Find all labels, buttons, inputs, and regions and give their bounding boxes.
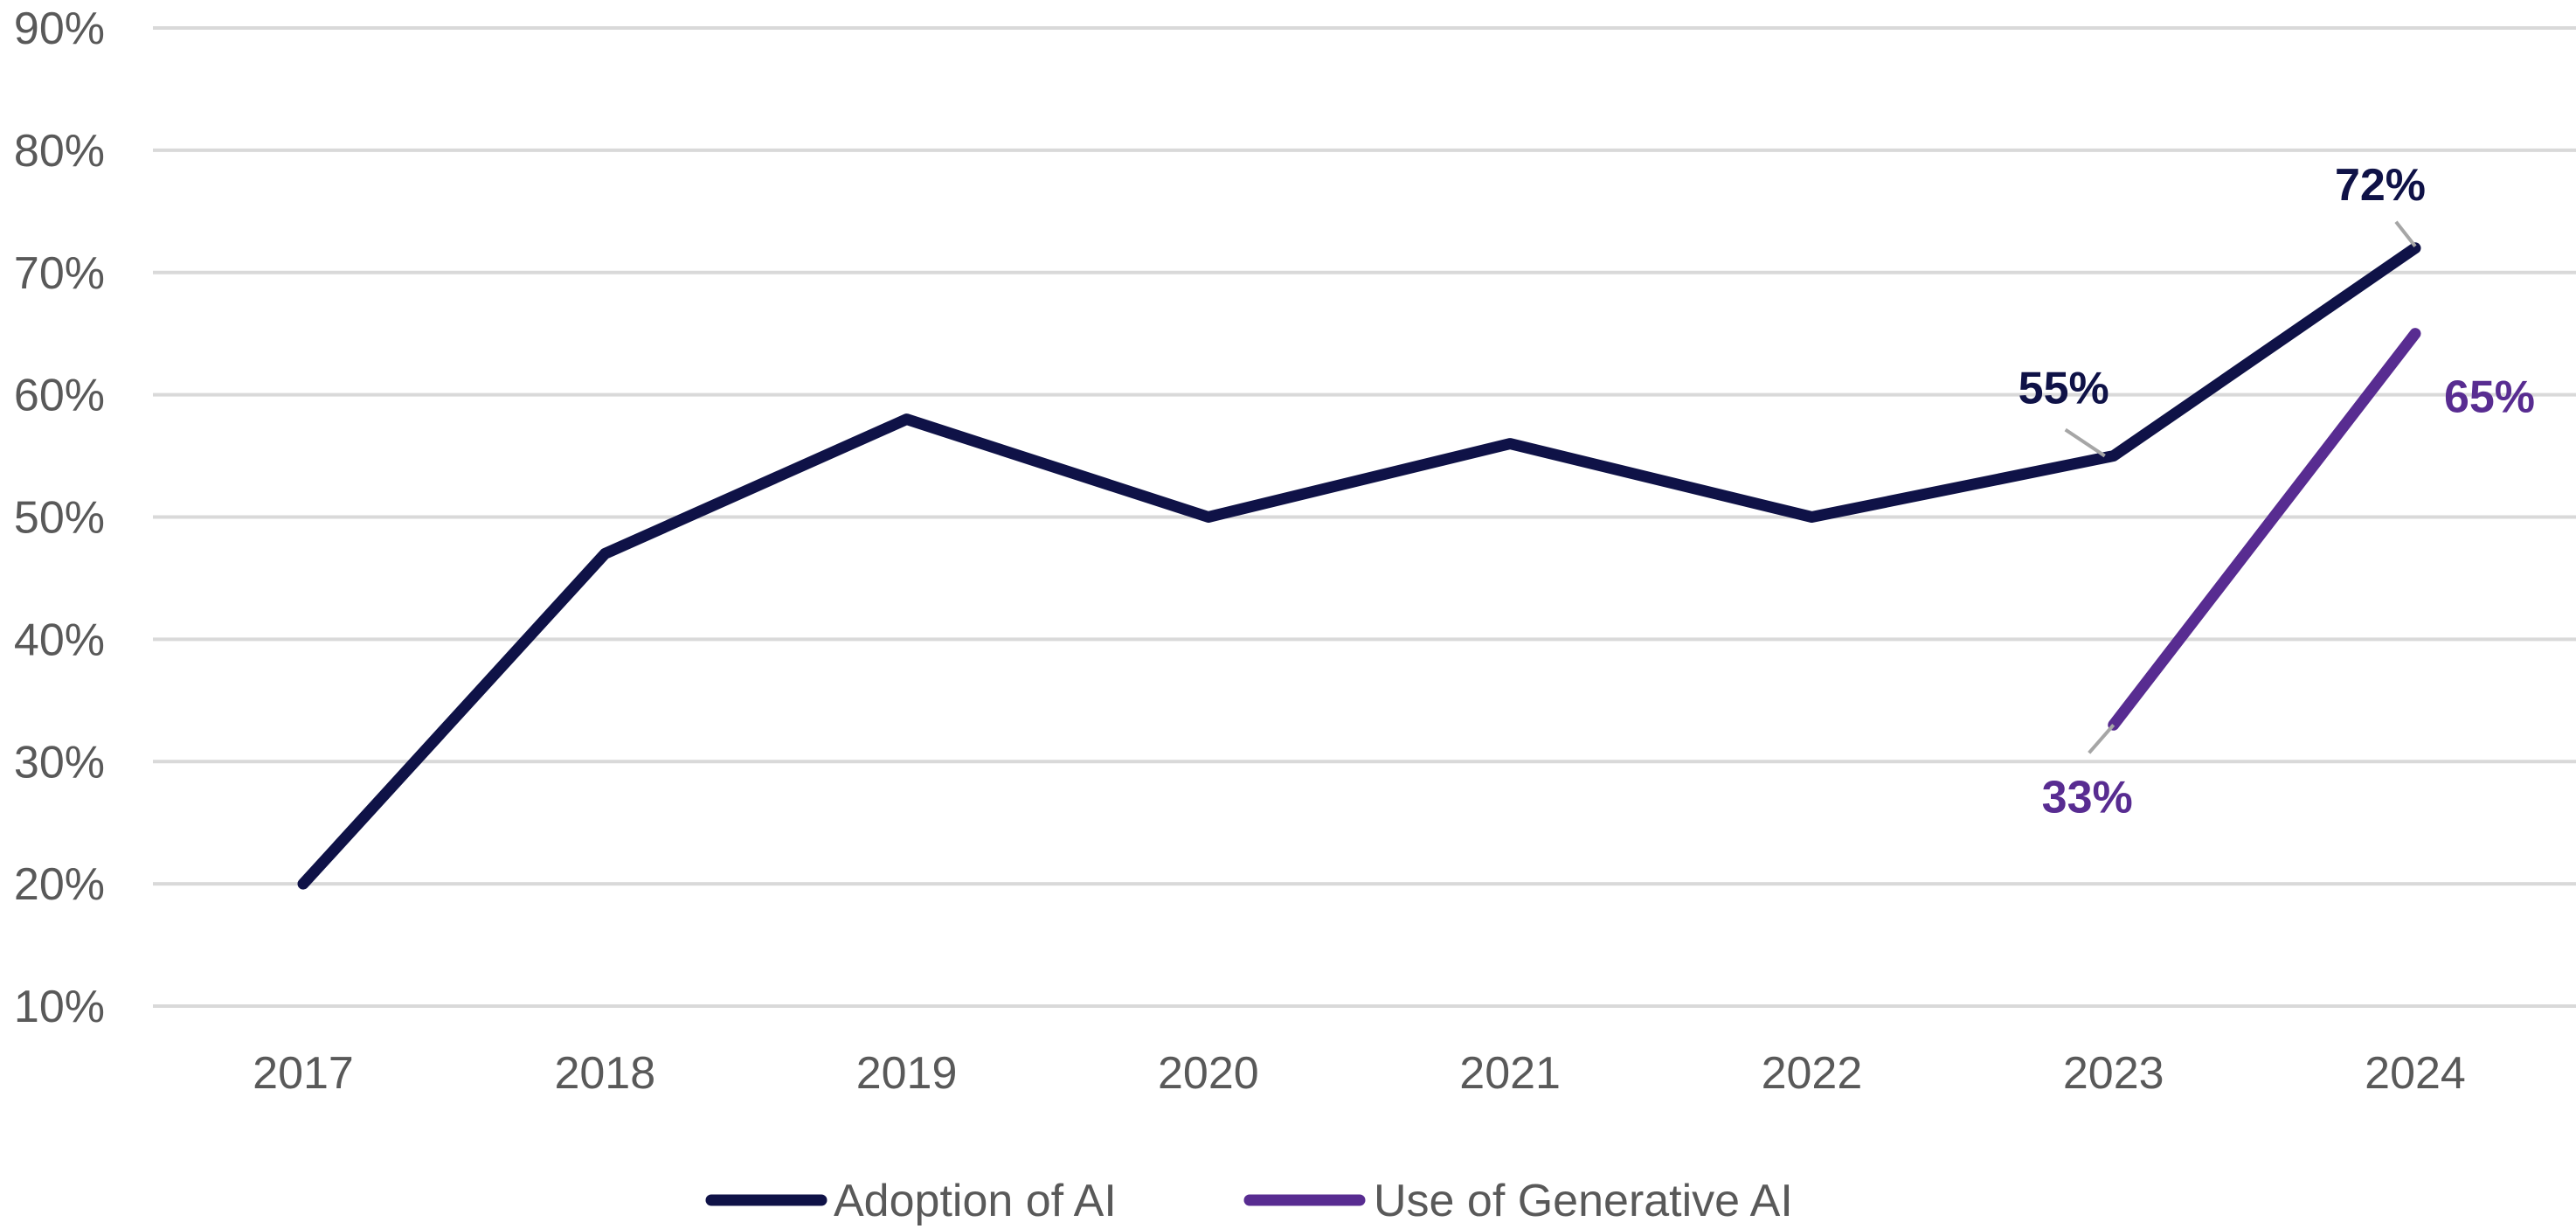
leader-line (2064, 427, 2106, 458)
data-label: 55% (2019, 364, 2109, 414)
y-tick-label: 80% (14, 126, 105, 177)
legend-label: Adoption of AI (834, 1176, 1117, 1226)
legend-label: Use of Generative AI (1374, 1176, 1793, 1226)
x-tick-label: 2018 (554, 1048, 655, 1099)
y-tick-label: 90% (14, 3, 105, 54)
data-labels: 55% 72% 33% 65% (2019, 160, 2535, 823)
legend: Adoption of AI Use of Generative AI (705, 1176, 1793, 1226)
leader-lines (2064, 220, 2417, 754)
x-tick-label: 2023 (2063, 1048, 2164, 1099)
y-tick-label: 40% (14, 614, 105, 665)
y-tick-label: 30% (14, 737, 105, 788)
data-label: 65% (2444, 372, 2535, 423)
series-line-1 (297, 242, 2421, 890)
x-tick-label: 2021 (1459, 1048, 1561, 1099)
y-axis-ticks: 10% 20% 30% 40% 50% 60% 70% 80% 90% (14, 3, 105, 1032)
x-tick-label: 2024 (2365, 1048, 2466, 1099)
x-tick-label: 2020 (1158, 1048, 1259, 1099)
leader-line (2088, 723, 2116, 754)
series-lines (297, 242, 2421, 890)
y-tick-label: 10% (14, 982, 105, 1032)
y-tick-label: 50% (14, 493, 105, 544)
y-tick-label: 60% (14, 371, 105, 421)
gridlines (153, 26, 2576, 1008)
y-tick-label: 70% (14, 248, 105, 299)
x-tick-label: 2019 (856, 1048, 958, 1099)
x-tick-label: 2022 (1762, 1048, 1863, 1099)
x-axis-ticks: 2017 2018 2019 2020 2021 2022 2023 2024 (253, 1048, 2466, 1099)
leader-line (2394, 220, 2417, 248)
series-line-2 (2108, 328, 2421, 731)
data-label: 72% (2335, 160, 2426, 211)
x-tick-label: 2017 (253, 1048, 354, 1099)
data-label: 33% (2042, 772, 2133, 823)
y-tick-label: 20% (14, 859, 105, 910)
